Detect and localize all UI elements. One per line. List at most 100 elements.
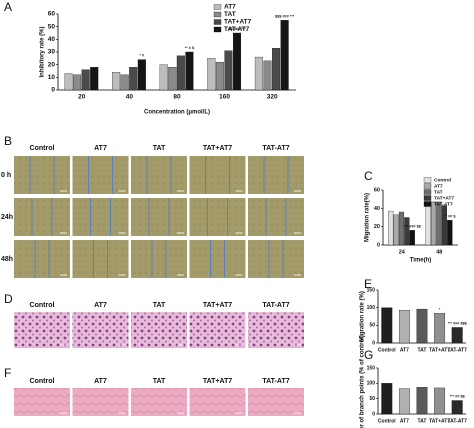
y-tick-label: 50 bbox=[369, 323, 375, 329]
y-tick-label: 0 bbox=[372, 411, 375, 417]
significance-label: *** ### $$ bbox=[404, 224, 422, 228]
bar bbox=[388, 210, 394, 246]
x-tick-label: TAT+AT7 bbox=[429, 347, 450, 353]
x-tick-label: TAT-AT7 bbox=[447, 418, 467, 424]
y-tick-label: 40 bbox=[374, 206, 380, 212]
bar bbox=[129, 67, 138, 91]
micrograph bbox=[248, 240, 304, 278]
micrograph bbox=[189, 156, 246, 194]
x-tick-label: TAT bbox=[418, 347, 427, 353]
legend-swatch bbox=[213, 11, 222, 18]
y-tick-label: 60 bbox=[374, 187, 380, 193]
y-axis-label: Number of branch points (% of control) bbox=[360, 335, 366, 428]
column-label: Control bbox=[30, 302, 55, 309]
y-tick-label: 10 bbox=[48, 74, 56, 81]
significance-label: *** ### $$$ bbox=[448, 321, 468, 325]
y-tick-label: 40 bbox=[48, 36, 56, 43]
significance-label: * # bbox=[139, 54, 145, 58]
column-label: TAT+AT7 bbox=[203, 302, 232, 309]
legend-swatch bbox=[423, 201, 432, 207]
bar bbox=[176, 55, 185, 91]
bar bbox=[434, 313, 446, 344]
bar bbox=[381, 307, 393, 344]
legend-swatch bbox=[423, 195, 432, 201]
column-label: TAT bbox=[153, 378, 166, 385]
legend-label: TAT-AT7 bbox=[224, 26, 250, 33]
bar bbox=[254, 56, 263, 91]
bar bbox=[272, 48, 281, 91]
x-tick-label: 40 bbox=[126, 94, 134, 101]
column-label: TAT-AT7 bbox=[262, 302, 289, 309]
x-tick-label: AT7 bbox=[400, 418, 409, 424]
bar bbox=[137, 59, 146, 91]
legend-swatch bbox=[423, 177, 432, 183]
column-label: AT7 bbox=[94, 145, 107, 152]
y-tick-label: 30 bbox=[48, 49, 56, 56]
x-axis-label: Concentration (μmol/L) bbox=[144, 110, 210, 116]
bar bbox=[451, 400, 463, 415]
row-label: 0 h bbox=[1, 172, 11, 179]
micrograph bbox=[189, 388, 246, 416]
x-tick-label: TAT-AT7 bbox=[447, 347, 467, 353]
column-label: TAT bbox=[153, 145, 166, 152]
legend-swatch bbox=[423, 189, 432, 195]
panel-label: G bbox=[364, 348, 373, 362]
x-tick-label: 48 bbox=[436, 249, 442, 255]
micrograph bbox=[131, 312, 187, 348]
y-tick-label: 20 bbox=[374, 224, 380, 230]
panel-label: B bbox=[4, 134, 12, 148]
bar bbox=[436, 201, 442, 246]
significance-label: ** # $ bbox=[185, 46, 195, 50]
x-tick-label: 24 bbox=[399, 249, 406, 255]
y-axis-label: Migration rate(%) bbox=[365, 193, 371, 242]
bar bbox=[120, 74, 129, 91]
micrograph bbox=[189, 240, 246, 278]
micrograph bbox=[72, 240, 129, 278]
y-tick-label: 20 bbox=[48, 61, 56, 68]
panel-label: F bbox=[4, 366, 11, 380]
micrograph bbox=[248, 156, 304, 194]
bar bbox=[185, 51, 194, 91]
micrograph bbox=[14, 312, 70, 348]
legend-swatch bbox=[213, 4, 222, 10]
legend-label: AT7 bbox=[224, 4, 236, 11]
significance-label: * bbox=[439, 307, 441, 311]
bar bbox=[64, 73, 73, 91]
column-label: AT7 bbox=[94, 302, 107, 309]
bar bbox=[398, 309, 410, 344]
bar bbox=[409, 230, 415, 246]
bar bbox=[434, 387, 446, 415]
legend-label: AT7 bbox=[434, 183, 443, 189]
micrograph bbox=[72, 198, 129, 236]
x-tick-label: TAT+AT7 bbox=[429, 418, 450, 424]
y-tick-label: 150 bbox=[367, 365, 376, 371]
y-tick-label: 50 bbox=[48, 23, 56, 30]
micrograph bbox=[72, 312, 129, 348]
micrograph bbox=[14, 198, 70, 236]
column-label: TAT bbox=[153, 302, 166, 309]
y-tick-label: 100 bbox=[367, 305, 376, 311]
panel-label: D bbox=[4, 292, 13, 306]
significance-label: $$ ### *** bbox=[228, 27, 246, 31]
x-tick-label: TAT bbox=[418, 418, 427, 424]
significance-label: $$$ ### *** bbox=[275, 14, 295, 18]
micrograph bbox=[189, 198, 246, 236]
x-tick-label: Control bbox=[378, 347, 396, 353]
legend-swatch bbox=[213, 26, 222, 33]
column-label: AT7 bbox=[94, 378, 107, 385]
bar bbox=[430, 201, 437, 246]
legend-swatch bbox=[423, 183, 432, 189]
panel-label: E bbox=[364, 277, 372, 291]
bar bbox=[90, 67, 99, 91]
bar bbox=[416, 308, 428, 344]
row-label: 24h bbox=[1, 214, 13, 221]
y-axis-label: Inhibitory rate (%) bbox=[40, 26, 46, 77]
bar bbox=[381, 383, 393, 415]
significance-label: ** ## $ bbox=[444, 214, 456, 218]
bar bbox=[451, 327, 463, 344]
bar bbox=[280, 20, 289, 91]
micrograph bbox=[14, 156, 70, 194]
legend-label: TAT+AT7 bbox=[224, 19, 252, 26]
column-label: TAT+AT7 bbox=[203, 378, 232, 385]
